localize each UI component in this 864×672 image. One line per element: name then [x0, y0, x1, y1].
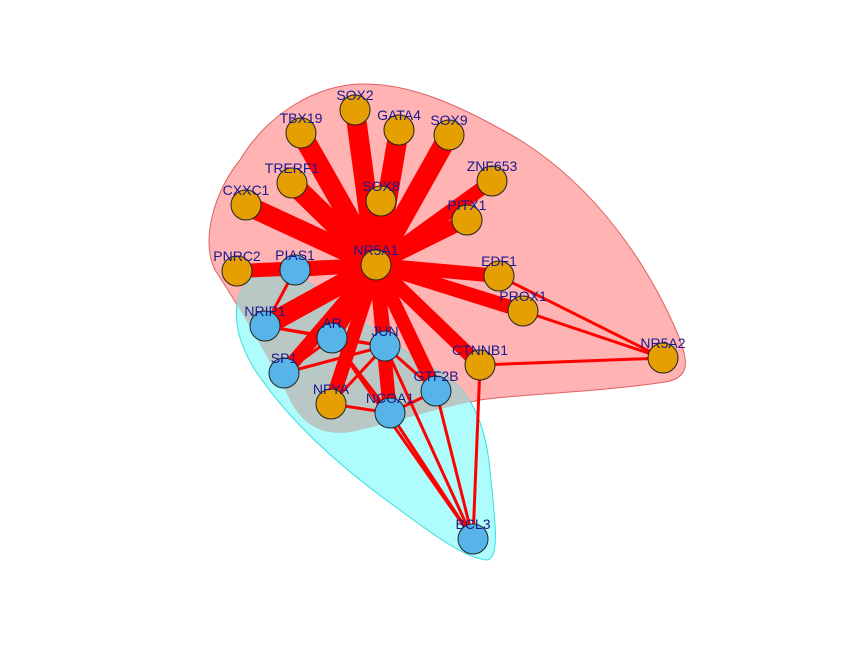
- labels-layer: NR5A1 SOX2 TBX19 GATA4 SOX9 TRERF1 ZNF653 CXXC1…: [213, 87, 686, 532]
- edge-nr5a1-gtf2b: [369, 261, 443, 395]
- edge-nr5a1-prox1: [373, 258, 526, 318]
- node-prox1[interactable]: [507, 295, 539, 327]
- node-ncoa1[interactable]: [374, 397, 406, 429]
- node-nr5a2[interactable]: [647, 342, 679, 374]
- node-label-ctnnb1: CTNNB1: [452, 342, 508, 358]
- nodes-layer: [221, 94, 679, 555]
- edge-ctnnb1-nr5a2: [479, 356, 664, 367]
- edge-ar-bcl3: [330, 337, 475, 540]
- node-label-cxxc1: CXXC1: [223, 182, 270, 198]
- edge-nr5a1-sp1: [278, 260, 382, 378]
- node-ctnnb1[interactable]: [464, 349, 496, 381]
- node-gata4[interactable]: [383, 114, 415, 146]
- edge-nr5a1-pitx1: [372, 213, 471, 272]
- edge-nr5a1-nfya: [324, 262, 383, 407]
- node-ar[interactable]: [316, 322, 348, 354]
- edge-nr5a1-nrip1: [260, 256, 381, 335]
- node-label-sox2: SOX2: [336, 87, 374, 103]
- node-label-tbx19: TBX19: [280, 110, 323, 126]
- node-label-sox8: SOX8: [362, 178, 400, 194]
- node-label-pnrc2: PNRC2: [213, 248, 261, 264]
- node-znf653[interactable]: [476, 165, 508, 197]
- edge-prox1-nr5a2: [522, 309, 664, 360]
- node-label-nr5a2: NR5A2: [640, 335, 685, 351]
- node-nfya[interactable]: [315, 388, 347, 420]
- node-sox9[interactable]: [433, 119, 465, 151]
- node-label-bcl3: BCL3: [455, 516, 490, 532]
- edge-gtf2b-bcl3: [434, 390, 475, 540]
- node-gtf2b[interactable]: [420, 375, 452, 407]
- node-sox8[interactable]: [365, 185, 397, 217]
- node-label-sox9: SOX9: [430, 112, 468, 128]
- node-label-pias1: PIAS1: [275, 247, 315, 263]
- node-label-ncoa1: NCOA1: [366, 390, 414, 406]
- node-label-prox1: PROX1: [499, 288, 547, 304]
- node-sox2[interactable]: [339, 94, 371, 126]
- node-nrip1[interactable]: [249, 310, 281, 342]
- node-pias1[interactable]: [279, 254, 311, 286]
- node-bcl3[interactable]: [457, 523, 489, 555]
- node-label-gata4: GATA4: [377, 107, 421, 123]
- node-label-gtf2b: GTF2B: [413, 368, 458, 384]
- node-label-nr5a1: NR5A1: [353, 242, 398, 258]
- node-label-jun: JUN: [371, 323, 398, 339]
- edge-sp1-jun: [283, 344, 386, 375]
- node-label-edf1: EDF1: [481, 253, 517, 269]
- node-trerf1[interactable]: [276, 167, 308, 199]
- node-label-nfya: NFYA: [313, 381, 350, 397]
- node-pitx1[interactable]: [451, 204, 483, 236]
- node-nr5a1[interactable]: [360, 249, 392, 281]
- edge-edf1-nr5a2: [498, 274, 664, 360]
- node-label-sp1: SP1: [271, 350, 298, 366]
- node-sp1[interactable]: [268, 357, 300, 389]
- node-label-trerf1: TRERF1: [265, 160, 320, 176]
- node-label-nrip1: NRIP1: [244, 303, 285, 319]
- edge-nr5a1-cxxc1: [241, 195, 381, 275]
- edge-nr5a1-ctnnb1: [371, 259, 485, 371]
- node-edf1[interactable]: [483, 260, 515, 292]
- node-pnrc2[interactable]: [221, 255, 253, 287]
- edge-nr5a1-sox9: [367, 130, 458, 270]
- node-jun[interactable]: [369, 330, 401, 362]
- node-label-ar: AR: [322, 315, 341, 331]
- edge-jun-bcl3: [383, 345, 475, 540]
- node-label-znf653: ZNF653: [467, 158, 518, 174]
- node-tbx19[interactable]: [285, 117, 317, 149]
- node-cxxc1[interactable]: [230, 189, 262, 221]
- node-label-pitx1: PITX1: [448, 197, 487, 213]
- edge-ctnnb1-bcl3: [471, 364, 482, 540]
